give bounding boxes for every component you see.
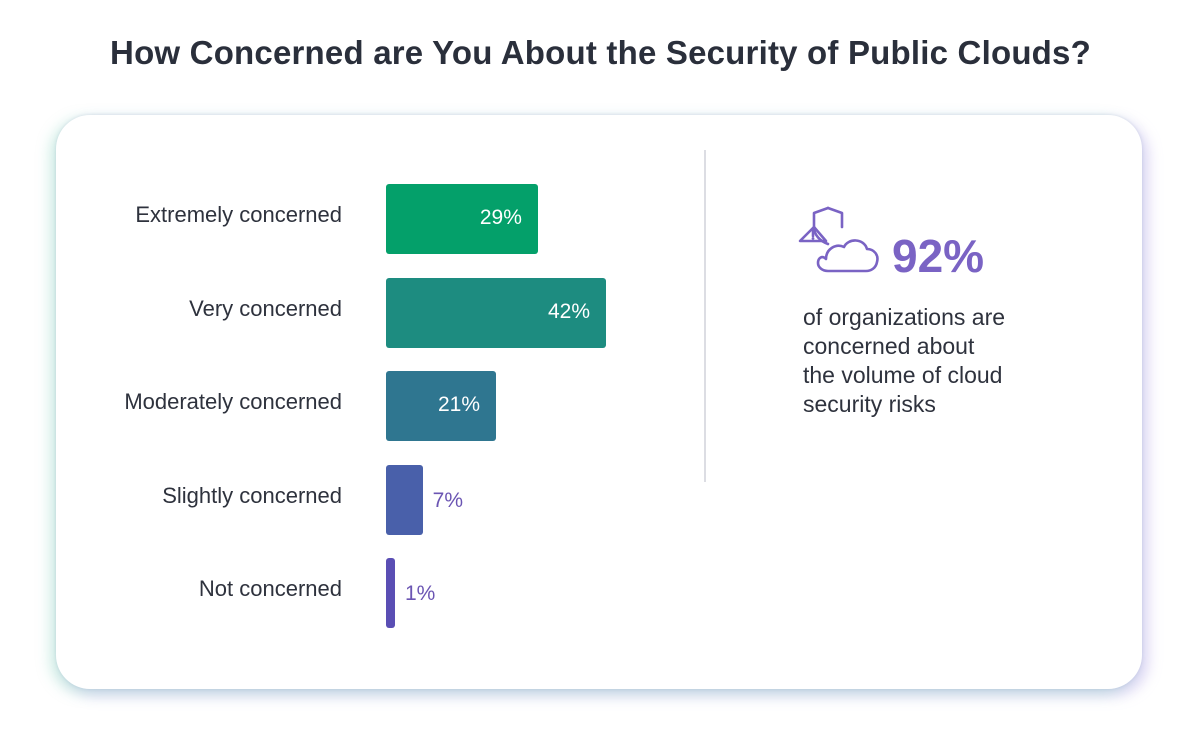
bar-value-label: 1% (405, 582, 436, 605)
stat-line: concerned about (803, 333, 975, 359)
bar (386, 371, 496, 441)
bar (386, 184, 538, 254)
bar-row: Very concerned 42% (56, 277, 696, 348)
bar-value-label: 21% (437, 393, 480, 416)
bar-row: Not concerned 1% (56, 558, 696, 628)
divider (704, 150, 706, 482)
bar-value-label: 42% (547, 299, 590, 323)
chart-title: How Concerned are You About the Security… (110, 34, 1091, 71)
bar-value-label: 7% (432, 488, 464, 512)
bar-row: Moderately concerned 21% (56, 371, 696, 441)
chart-card: Extremely concerned 29% Very concerned 42% M… (56, 115, 1142, 689)
stat-value: 92% (892, 230, 985, 282)
bar-category-label: Not concerned (198, 576, 342, 601)
shield-warning-cloud-icon (798, 206, 879, 273)
bar (386, 277, 606, 348)
bar-category-label: Very concerned (189, 295, 342, 321)
stat-description: of organizations are concerned about the… (803, 303, 1063, 419)
stat-line: of organizations are (803, 304, 1006, 330)
bar-category-label: Moderately concerned (124, 389, 342, 414)
stat-line: security risks (803, 391, 936, 417)
bar-row: Slightly concerned 7% (56, 464, 696, 535)
bar (386, 464, 423, 535)
bar-category-label: Extremely concerned (135, 202, 342, 227)
bar-category-label: Slightly concerned (162, 482, 342, 508)
bar-value-label: 29% (479, 206, 522, 229)
bar (386, 558, 395, 628)
bar-row: Extremely concerned 29% (56, 184, 696, 254)
stat-line: the volume of cloud (803, 362, 1003, 388)
